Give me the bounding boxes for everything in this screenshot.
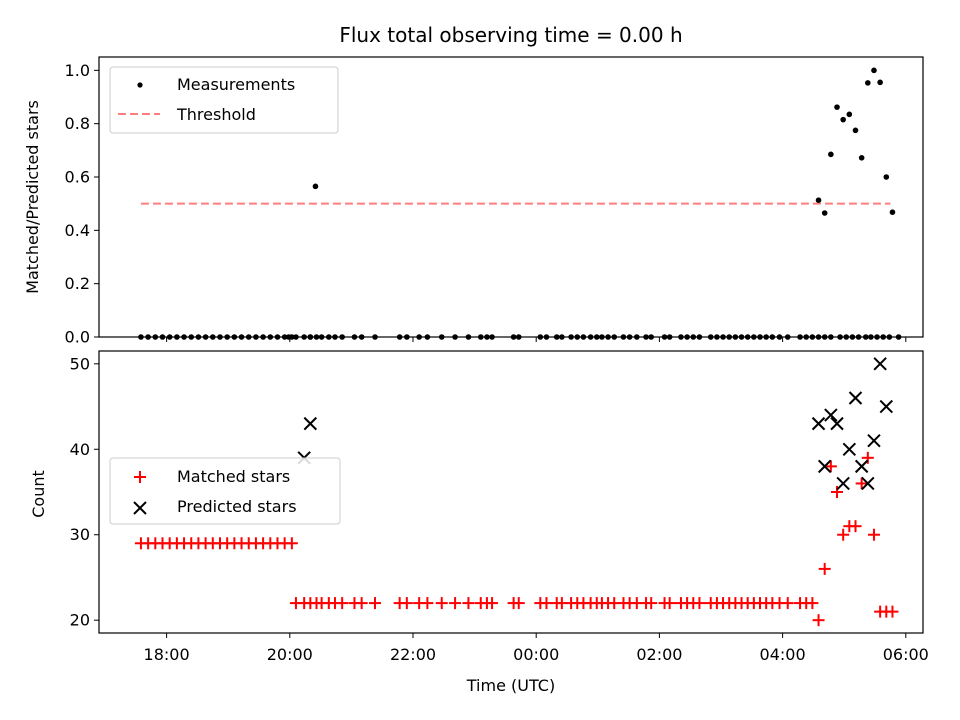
y-ticks-top: 0.0 0.2 0.4 0.6 0.8 1.0 xyxy=(65,61,99,347)
y-tick-label: 0.4 xyxy=(65,221,90,240)
predicted-star-point xyxy=(867,434,881,448)
measurement-point xyxy=(846,111,853,118)
matched-star-point xyxy=(812,614,825,627)
y-tick-label: 1.0 xyxy=(65,61,90,80)
matched-star-point xyxy=(355,597,368,610)
matched-star-point xyxy=(861,451,874,464)
x-tick-label: 04:00 xyxy=(760,645,806,664)
measurement-point xyxy=(815,197,822,203)
y-tick-label: 0.2 xyxy=(65,274,90,293)
matched-star-point xyxy=(285,537,298,550)
x-tick-label: 18:00 xyxy=(144,645,190,664)
legend-marker-predicted xyxy=(133,501,147,515)
axes-frame-bottom xyxy=(98,350,924,634)
measurement-point xyxy=(858,155,865,161)
matched-star-point xyxy=(831,486,844,498)
measurement-point xyxy=(883,174,890,180)
legend-label-predicted: Predicted stars xyxy=(177,497,297,516)
predicted-star-point xyxy=(879,399,894,414)
matched-star-point xyxy=(336,597,349,610)
matched-star-point xyxy=(486,597,499,610)
matched-star-point xyxy=(824,460,837,473)
measurement-point xyxy=(821,210,828,216)
matched-star-point xyxy=(867,528,880,541)
x-tick-label: 06:00 xyxy=(883,645,929,664)
predicted-star-point xyxy=(824,408,838,422)
matched-star-point xyxy=(693,597,706,610)
legend-top: Measurements Threshold xyxy=(109,66,339,134)
matched-star-point xyxy=(435,597,448,610)
legend-label-matched: Matched stars xyxy=(177,467,290,486)
y-axis-label-ratio: Matched/Predicted stars xyxy=(23,100,42,294)
matched-star-point xyxy=(540,597,553,610)
y-tick-label: 40 xyxy=(70,440,90,459)
matched-star-point xyxy=(855,477,868,490)
measurement-point xyxy=(889,209,896,215)
predicted-star-point xyxy=(854,459,869,474)
x-tick-label: 00:00 xyxy=(513,645,559,664)
matched-star-point xyxy=(462,597,475,610)
matched-star-point xyxy=(369,597,382,610)
matched-star-point xyxy=(663,597,676,610)
matched-star-point xyxy=(806,597,819,610)
y-tick-label: 50 xyxy=(70,354,90,373)
y-ticks-bottom: 20 30 40 50 xyxy=(70,354,99,630)
predicted-star-point xyxy=(836,476,850,491)
measurement-point xyxy=(312,183,319,190)
predicted-star-point xyxy=(848,391,863,405)
legend-marker-measurements xyxy=(137,82,143,88)
matched-star-point xyxy=(421,597,434,610)
x-ticks-bottom: 18:00 20:00 22:00 00:00 02:00 04:00 06:00 xyxy=(144,633,929,664)
predicted-star-point xyxy=(817,459,832,474)
matched-star-point xyxy=(886,605,899,618)
measurement-point xyxy=(865,80,871,86)
matched-star-point xyxy=(449,597,462,610)
y-tick-label: 20 xyxy=(70,611,90,630)
measurement-point xyxy=(877,79,883,86)
measurement-point xyxy=(871,67,877,74)
chart-title: Flux total observing time = 0.00 h xyxy=(339,23,682,47)
axes-frame-top xyxy=(98,56,924,338)
predicted-star-point xyxy=(842,442,857,456)
y-tick-label: 0.8 xyxy=(65,114,90,133)
x-tick-label: 22:00 xyxy=(390,645,436,664)
predicted-star-point xyxy=(811,416,826,431)
matched-star-point xyxy=(837,528,850,541)
y-tick-label: 0.0 xyxy=(65,328,90,347)
measurement-point xyxy=(852,127,859,134)
matched-star-point xyxy=(645,597,658,610)
y-tick-label: 0.6 xyxy=(65,168,90,187)
x-axis-label-time: Time (UTC) xyxy=(466,676,555,695)
measurement-point xyxy=(828,151,834,158)
x-tick-label: 02:00 xyxy=(636,645,682,664)
matched-star-point xyxy=(849,520,862,533)
measurement-point xyxy=(834,104,840,110)
predicted-star-point xyxy=(861,476,875,491)
predicted-star-point xyxy=(303,416,318,431)
bottom-panel: Count Time (UTC) 20 30 40 50 18:00 20:00 22:0… xyxy=(29,350,929,695)
x-tick-label: 20:00 xyxy=(267,645,313,664)
measurement-point xyxy=(840,116,846,123)
plot-area-bottom xyxy=(134,357,899,627)
legend-label-measurements: Measurements xyxy=(177,75,295,94)
y-tick-label: 30 xyxy=(70,525,90,544)
matched-star-point xyxy=(781,597,794,610)
predicted-star-point xyxy=(830,416,844,431)
legend-label-threshold: Threshold xyxy=(176,105,256,124)
legend-marker-matched xyxy=(134,471,146,483)
legend-bottom: Matched stars Predicted stars xyxy=(109,457,341,525)
top-panel: Matched/Predicted stars 0.0 0.2 0.4 0.6 0.8 1… xyxy=(23,56,924,347)
matched-star-point xyxy=(512,597,525,610)
legend-box xyxy=(109,66,339,134)
legend-box xyxy=(109,457,341,525)
predicted-star-point xyxy=(873,357,887,371)
matched-star-point xyxy=(400,597,413,610)
x-ticks-top xyxy=(166,337,907,342)
y-axis-label-count: Count xyxy=(29,470,48,518)
matched-star-point xyxy=(818,562,831,575)
